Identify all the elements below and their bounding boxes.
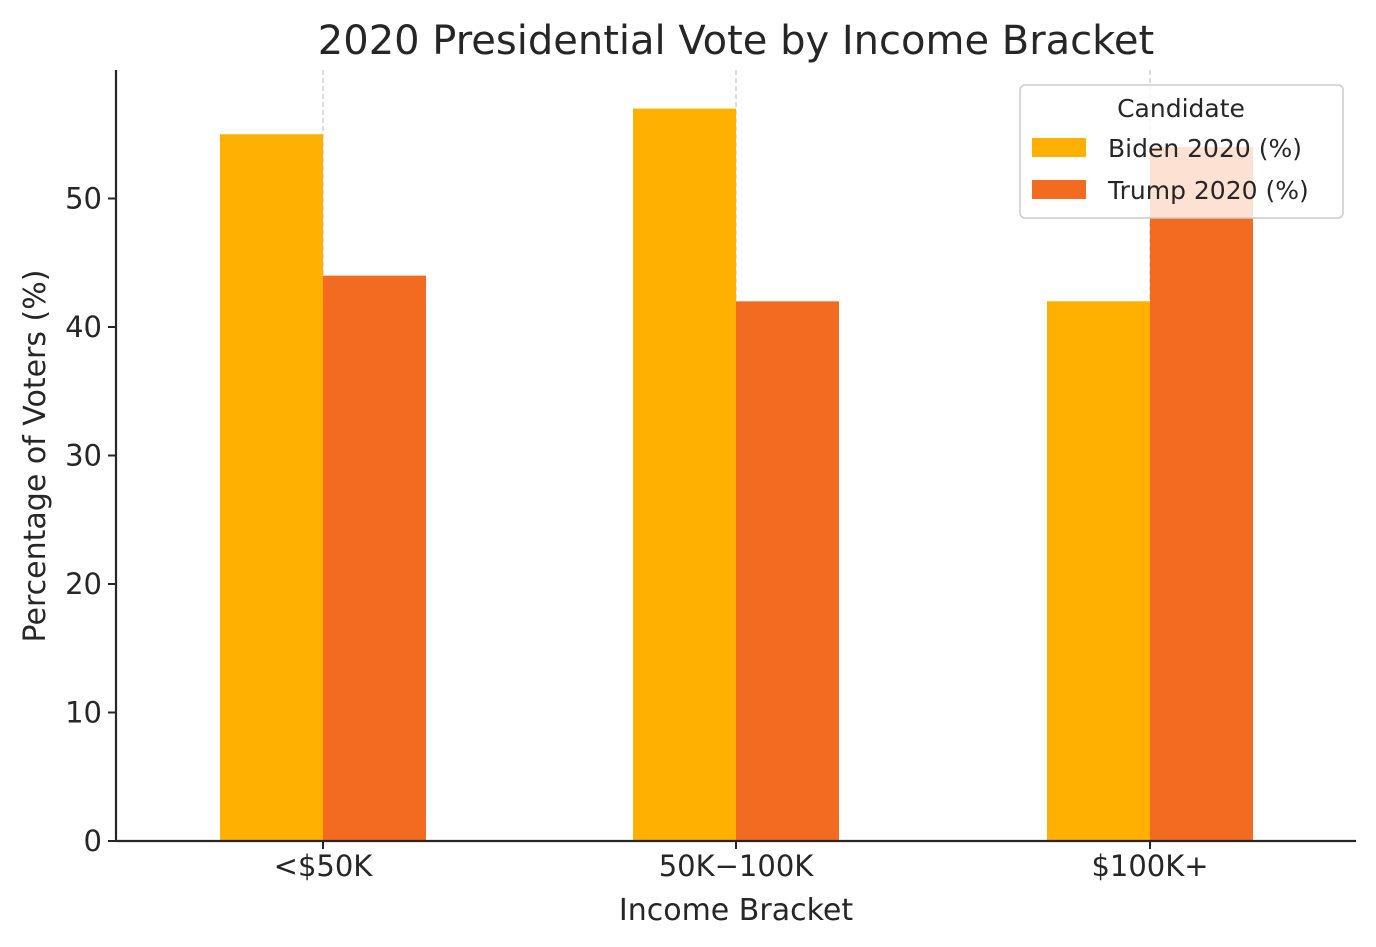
y-tick-label: 20: [65, 567, 102, 601]
y-tick-label: 10: [65, 696, 102, 730]
bar-trump-0: [323, 275, 426, 842]
y-ticks: 0 10 20 30 40 50: [65, 182, 116, 858]
bar-biden-0: [220, 134, 323, 841]
bars: [220, 108, 1253, 842]
legend: Candidate Biden 2020 (%) Trump 2020 (%): [1019, 84, 1344, 219]
legend-label-trump: Trump 2020 (%): [1107, 176, 1309, 205]
y-tick-label: 50: [65, 182, 102, 216]
x-tick-label: 50K−100K: [659, 849, 815, 883]
legend-label-biden: Biden 2020 (%): [1108, 134, 1302, 163]
y-axis-label: Percentage of Voters (%): [18, 270, 53, 643]
y-tick-label: 40: [65, 310, 102, 344]
legend-swatch-biden: [1032, 138, 1086, 157]
legend-items: Biden 2020 (%) Trump 2020 (%): [1032, 134, 1309, 205]
bar-biden-2: [1047, 301, 1150, 841]
legend-swatch-trump: [1032, 180, 1086, 199]
x-tick-label: <$50K: [274, 849, 374, 883]
legend-title: Candidate: [1117, 94, 1245, 123]
x-tick-label: $100K+: [1091, 849, 1208, 883]
x-ticks: <$50K 50K−100K $100K+: [274, 841, 1209, 883]
chart-title: 2020 Presidential Vote by Income Bracket: [318, 18, 1154, 64]
y-tick-label: 0: [84, 824, 102, 858]
y-tick-label: 30: [65, 439, 102, 473]
x-axis-label: Income Bracket: [619, 893, 853, 928]
bar-trump-1: [736, 301, 839, 841]
legend-box: [1019, 84, 1344, 219]
bar-biden-1: [633, 108, 736, 842]
bar-trump-2: [1150, 147, 1253, 842]
